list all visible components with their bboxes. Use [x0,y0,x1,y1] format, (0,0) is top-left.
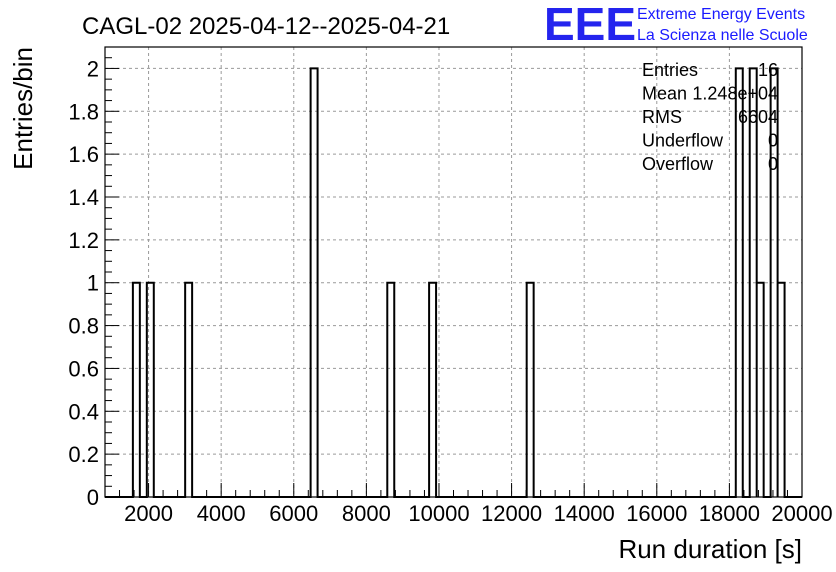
x-tick-label-0: 2000 [124,501,173,526]
y-tick-label-1: 0.2 [68,442,99,467]
y-axis: 0 0.2 0.4 0.6 0.8 1 1.2 1.4 1.6 1.8 2 [68,46,119,510]
y-axis-title: Entries/bin [8,47,38,170]
x-axis-title: Run duration [s] [618,534,802,564]
stats-value-4: 0 [768,154,778,174]
plot-grid [105,47,803,497]
y-tick-label-3: 0.6 [68,356,99,381]
y-tick-label-8: 1.6 [68,142,99,167]
stats-value-0: 16 [758,60,778,80]
x-tick-label-8: 18000 [699,501,760,526]
logo-mark: EEE [544,0,636,50]
histogram-bin-5 [429,283,436,497]
x-tick-label-1: 4000 [197,501,246,526]
histogram-bin-4 [387,283,394,497]
y-tick-label-9: 1.8 [68,99,99,124]
histogram-bin-0 [133,283,140,497]
logo-line-1: Extreme Energy Events [637,6,805,23]
x-tick-label-7: 16000 [626,501,687,526]
x-tick-label-2: 6000 [269,501,318,526]
stats-box: Entries 16 Mean 1.248e+04 RMS 6604 Underflow 0 O… [642,60,778,174]
x-axis: 2000 4000 6000 8000 10000 12000 14000 16000 1800… [104,483,833,526]
y-tick-label-7: 1.4 [68,185,99,210]
histogram-bin-11 [778,283,785,497]
stats-value-3: 0 [768,131,778,151]
logo-line-2: La Scienza nelle Scuole [637,27,808,44]
x-tick-label-6: 14000 [554,501,615,526]
y-tick-label-6: 1.2 [68,228,99,253]
eee-logo: EEE Extreme Energy Events La Scienza nel… [544,0,808,50]
histogram-bin-2 [185,283,192,497]
y-tick-label-2: 0.4 [68,399,99,424]
histogram-outline [105,67,802,498]
histogram-bin-6 [527,283,534,497]
histogram-bin-9 [757,283,764,497]
chart-title: CAGL-02 2025-04-12--2025-04-21 [82,13,450,40]
stats-value-1: 1.248e+04 [692,84,778,104]
x-tick-label-9: 20000 [771,501,832,526]
y-tick-label-10: 2 [87,56,99,81]
y-tick-label-0: 0 [87,485,99,510]
y-tick-label-4: 0.8 [68,314,99,339]
stats-value-2: 6604 [738,107,778,127]
stats-label-4: Overflow [642,154,714,174]
stats-label-0: Entries [642,60,698,80]
x-tick-label-3: 8000 [342,501,391,526]
stats-label-2: RMS [642,107,682,127]
histogram-bin-1 [147,283,154,497]
x-tick-label-4: 10000 [408,501,469,526]
plot-frame [104,46,803,498]
x-tick-label-5: 12000 [481,501,542,526]
stats-label-1: Mean [642,84,687,104]
stats-label-3: Underflow [642,131,724,151]
y-tick-label-5: 1 [87,271,99,296]
